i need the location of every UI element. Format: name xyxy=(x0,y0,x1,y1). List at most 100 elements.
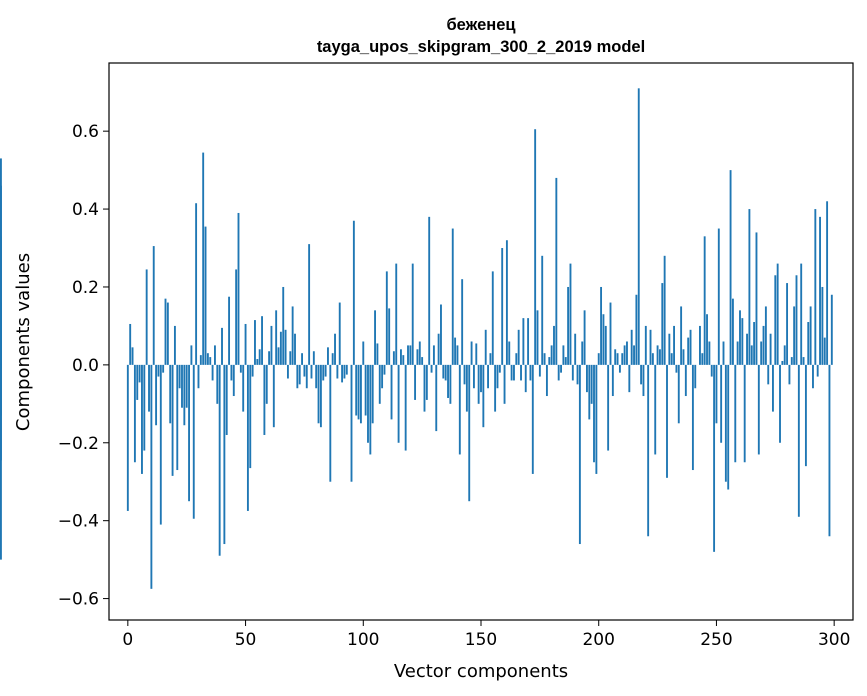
bar-67 xyxy=(284,329,287,365)
bar-134 xyxy=(442,364,445,379)
bar-234 xyxy=(677,364,680,424)
bar-108 xyxy=(381,364,384,389)
bar-141 xyxy=(458,364,461,455)
bar-165 xyxy=(515,353,518,365)
bar-34 xyxy=(206,353,209,365)
bar-197 xyxy=(590,364,593,404)
bar-122 xyxy=(414,364,417,400)
bar-221 xyxy=(647,364,650,537)
bar-154 xyxy=(489,353,492,365)
bar-undefined xyxy=(0,185,2,365)
x-tick-label: 150 xyxy=(465,630,497,650)
bar-85 xyxy=(327,347,329,365)
bar-291 xyxy=(812,364,814,389)
bar-260 xyxy=(739,310,741,365)
bar-74 xyxy=(301,353,303,365)
bar-293 xyxy=(816,364,819,377)
bar-0 xyxy=(126,364,129,511)
bar-57 xyxy=(261,316,263,365)
bar-109 xyxy=(383,364,386,375)
bar-25 xyxy=(185,364,188,408)
bar-208 xyxy=(616,353,619,365)
bar-129 xyxy=(430,364,433,373)
bar-124 xyxy=(418,341,421,365)
bar-192 xyxy=(578,364,581,545)
bar-278 xyxy=(781,360,784,365)
bar-135 xyxy=(444,364,447,381)
bar-205 xyxy=(609,302,612,365)
bar-246 xyxy=(706,314,708,365)
bar-160 xyxy=(503,364,506,404)
bar-28 xyxy=(192,364,195,519)
bar-241 xyxy=(694,364,697,389)
bar-92 xyxy=(343,364,346,379)
bar-266 xyxy=(753,322,756,365)
bar-225 xyxy=(656,345,659,365)
bar-170 xyxy=(527,318,530,365)
bar-167 xyxy=(520,364,522,381)
bar-254 xyxy=(724,364,727,482)
bar-50 xyxy=(244,323,247,365)
bar-270 xyxy=(762,325,765,365)
bar-179 xyxy=(548,357,551,365)
bar-150 xyxy=(480,364,482,393)
bar-58 xyxy=(263,364,266,435)
bar-174 xyxy=(536,310,539,365)
bar-undefined xyxy=(0,302,2,365)
bar-212 xyxy=(626,341,628,365)
bar-231 xyxy=(670,353,673,365)
bar-63 xyxy=(275,310,278,365)
bar-148 xyxy=(475,343,478,365)
bar-263 xyxy=(746,333,748,365)
bar-200 xyxy=(597,353,600,365)
bar-217 xyxy=(637,88,640,365)
x-tick-label: 100 xyxy=(347,630,379,650)
bar-261 xyxy=(741,318,744,365)
bar-66 xyxy=(282,286,285,365)
bar-3 xyxy=(133,364,136,463)
bar-54 xyxy=(254,320,256,365)
bar-130 xyxy=(432,345,435,365)
bar-198 xyxy=(593,364,595,463)
bar-290 xyxy=(809,306,812,365)
bar-193 xyxy=(581,341,584,365)
bar-224 xyxy=(654,364,657,455)
x-axis-label: Vector components xyxy=(394,661,568,682)
bar-184 xyxy=(560,364,562,373)
bar-163 xyxy=(510,364,513,381)
bar-228 xyxy=(663,255,666,365)
bar-259 xyxy=(736,341,739,365)
bar-60 xyxy=(268,351,271,365)
bar-186 xyxy=(564,357,567,365)
bar-237 xyxy=(684,364,687,397)
y-tick-label: 0.0 xyxy=(72,356,99,376)
bar-48 xyxy=(239,364,242,373)
bar-269 xyxy=(760,341,763,365)
bar-126 xyxy=(423,364,426,412)
bar-undefined xyxy=(0,364,2,560)
bar-229 xyxy=(666,364,668,478)
bar-12 xyxy=(155,364,158,426)
bar-32 xyxy=(202,152,205,365)
bar-27 xyxy=(190,345,193,365)
bar-240 xyxy=(691,364,694,471)
bar-10 xyxy=(150,364,153,589)
bar-248 xyxy=(710,364,713,377)
bar-107 xyxy=(378,364,381,404)
bar-216 xyxy=(635,294,638,365)
bar-49 xyxy=(242,364,245,412)
bar-89 xyxy=(336,364,339,379)
bar-177 xyxy=(543,353,546,365)
bar-40 xyxy=(221,327,223,365)
bar-59 xyxy=(265,364,268,404)
bar-64 xyxy=(277,347,280,365)
bar-125 xyxy=(421,357,424,365)
bar-106 xyxy=(376,343,379,365)
bar-16 xyxy=(164,298,167,365)
bar-214 xyxy=(630,329,633,365)
bar-6 xyxy=(141,364,143,474)
bar-145 xyxy=(468,364,471,502)
bar-189 xyxy=(571,364,574,381)
bar-183 xyxy=(557,364,560,381)
